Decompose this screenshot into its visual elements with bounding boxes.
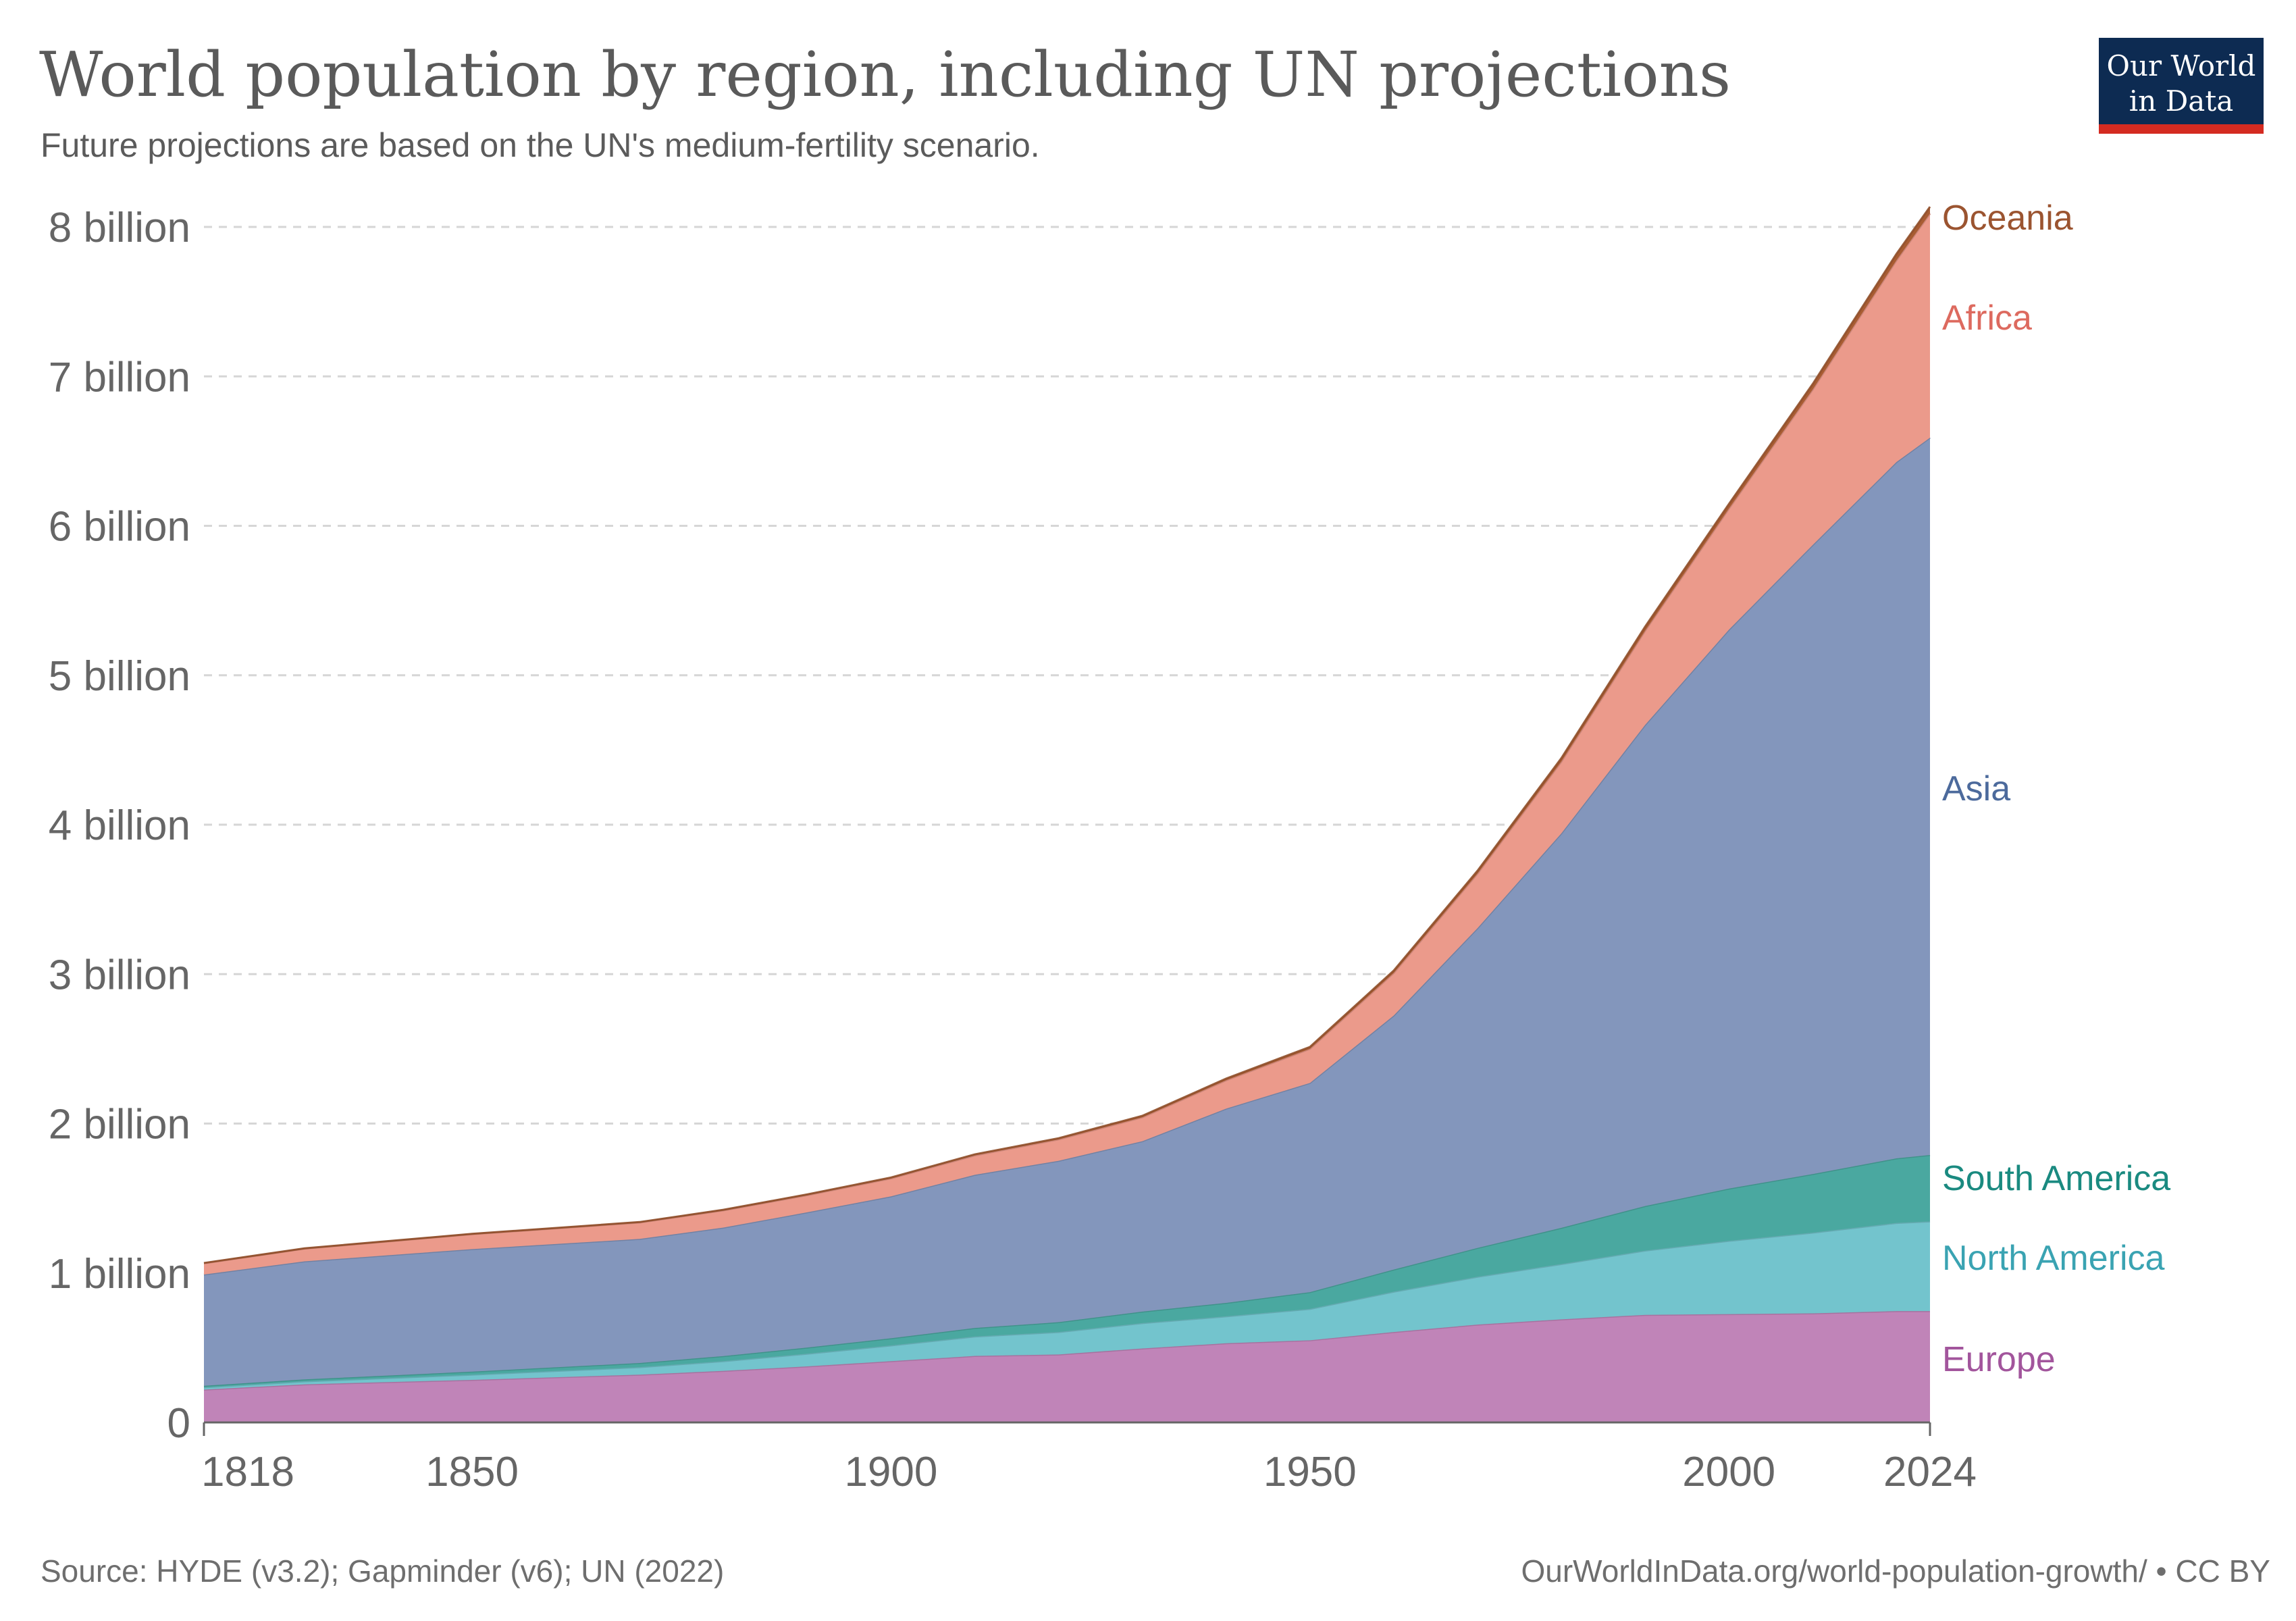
series-label-africa: Africa <box>1942 299 2032 338</box>
logo-accent-bar <box>2099 124 2264 134</box>
owid-logo[interactable]: Our World in Data <box>2099 38 2264 134</box>
series-label-south-america: South America <box>1942 1159 2170 1198</box>
series-label-oceania: Oceania <box>1942 199 2073 238</box>
axes: 0 1 billion 2 billion 3 billion 4 billion 5 b… <box>49 205 1977 1495</box>
y-tick-label: 6 billion <box>49 504 190 550</box>
series-label-north-america: North America <box>1942 1239 2165 1278</box>
x-tick-label: 1950 <box>1263 1449 1357 1495</box>
y-tick-label: 2 billion <box>49 1102 190 1148</box>
footer-source[interactable]: Source: HYDE (v3.2); Gapminder (v6); UN … <box>41 1553 724 1589</box>
area-europe[interactable] <box>204 1311 1930 1422</box>
y-tick-label: 4 billion <box>49 802 190 849</box>
y-tick-label: 3 billion <box>49 952 190 998</box>
footer-credit[interactable]: OurWorldInData.org/world-population-grow… <box>1521 1553 2270 1589</box>
logo-line-1: Our World <box>2107 49 2256 82</box>
x-tick-label: 1900 <box>844 1449 937 1495</box>
logo-background <box>2099 38 2264 124</box>
series-label-europe: Europe <box>1942 1340 2056 1379</box>
x-tick-label: 2000 <box>1682 1449 1775 1495</box>
area-edge-oceania <box>203 206 1931 1264</box>
y-tick-label: 7 billion <box>49 354 190 401</box>
area-africa[interactable] <box>204 213 1930 1275</box>
area-asia[interactable] <box>204 437 1930 1386</box>
series-labels: Europe North America South America Asia Afri… <box>1942 199 2170 1379</box>
x-tick-label: 1818 <box>201 1449 294 1495</box>
logo-line-2: in Data <box>2129 84 2233 118</box>
x-tick-label: 2024 <box>1883 1449 1977 1495</box>
stacked-areas <box>203 206 1931 1422</box>
y-tick-label: 5 billion <box>49 653 190 700</box>
chart-subtitle: Future projections are based on the UN's… <box>41 126 1040 164</box>
x-tick-label: 1850 <box>425 1449 519 1495</box>
chart-title: World population by region, including UN… <box>39 38 1731 111</box>
y-tick-label: 1 billion <box>49 1251 190 1297</box>
y-tick-label: 0 <box>167 1400 190 1447</box>
series-label-asia: Asia <box>1942 769 2010 808</box>
y-tick-label: 8 billion <box>49 205 190 251</box>
